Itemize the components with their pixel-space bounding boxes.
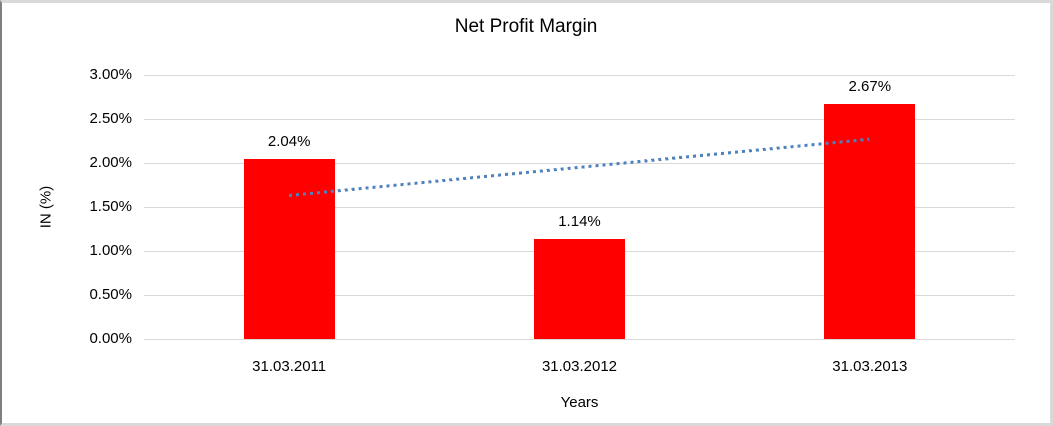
gridline: [144, 162, 1015, 164]
y-tick-label: 2.00%: [89, 154, 132, 171]
trendline: [289, 137, 870, 198]
y-tick-label: 0.50%: [89, 286, 132, 303]
y-tick-label: 2.50%: [89, 110, 132, 127]
chart-title: Net Profit Margin: [454, 16, 598, 37]
y-tick-label: 1.00%: [89, 242, 132, 259]
data-label: 2.04%: [267, 133, 311, 151]
bar: [824, 104, 916, 339]
y-tick-label: 0.00%: [89, 330, 132, 347]
gridline: [144, 118, 1015, 120]
gridline: [144, 206, 1015, 208]
y-tick-label: 1.50%: [89, 198, 132, 215]
gridline: [144, 338, 1015, 340]
x-tick-label: 31.03.2012: [541, 358, 618, 375]
bar: [534, 238, 625, 339]
bar: [243, 159, 335, 339]
data-label: 2.67%: [848, 78, 892, 96]
y-axis-title: IN (%): [37, 185, 55, 229]
y-tick-label: 3.00%: [89, 66, 132, 83]
data-label: 1.14%: [558, 212, 601, 230]
gridline: [144, 74, 1015, 76]
x-axis-title: Years: [560, 394, 599, 411]
x-tick-label: 31.03.2013: [832, 358, 908, 375]
x-tick-label: 31.03.2011: [252, 358, 327, 375]
